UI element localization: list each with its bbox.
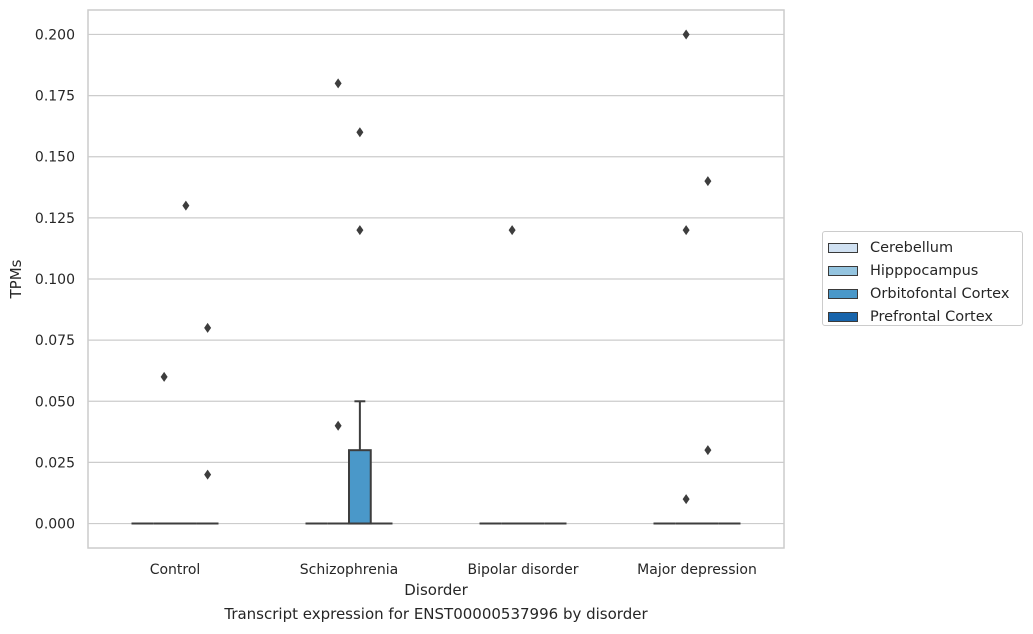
legend-swatch	[828, 242, 858, 253]
y-tick-label: 0.025	[35, 455, 75, 471]
outlier-point	[704, 445, 712, 456]
outlier-point	[182, 200, 190, 211]
y-tick-label: 0.000	[35, 517, 75, 533]
x-tick-labels: Control Schizophrenia Bipolar disorder Majo…	[150, 562, 757, 578]
outlier-point	[334, 420, 342, 431]
chart-legend: Cerebellum Hipppocampus Orbitofontal Corte…	[822, 231, 1023, 326]
plot-area-frame	[87, 9, 785, 549]
legend-swatch	[828, 265, 858, 276]
legend-swatch	[828, 311, 858, 322]
y-tick-label: 0.125	[35, 211, 75, 227]
legend-item: Cerebellum	[828, 236, 1022, 259]
legend-label: Cerebellum	[870, 239, 954, 256]
legend-swatch	[828, 288, 858, 299]
outlier-point	[160, 371, 168, 382]
box	[348, 449, 372, 525]
outlier-point	[204, 469, 212, 480]
outlier-point	[356, 225, 364, 236]
y-tick-label: 0.050	[35, 394, 75, 410]
chart-caption: Transcript expression for ENST0000053799…	[224, 605, 648, 623]
y-tick-labels: 0.000 0.025 0.050 0.075 0.100 0.125 0.150 0.175…	[35, 27, 75, 532]
y-tick-label: 0.150	[35, 150, 75, 166]
outlier-point	[682, 494, 690, 505]
legend-item: Hipppocampus	[828, 259, 1022, 282]
x-tick-label: Control	[150, 562, 201, 578]
y-tick-label: 0.075	[35, 333, 75, 349]
legend-item: Orbitofontal Cortex	[828, 282, 1022, 305]
outlier-point	[682, 225, 690, 236]
x-tick-label: Major depression	[637, 562, 757, 578]
x-tick-label: Schizophrenia	[300, 562, 398, 578]
outlier-point	[334, 78, 342, 89]
outlier-point	[356, 127, 364, 138]
legend-item: Prefrontal Cortex	[828, 305, 1022, 328]
legend-label: Hipppocampus	[870, 262, 979, 279]
legend-label: Prefrontal Cortex	[870, 308, 993, 325]
y-axis-title: TPMs	[7, 259, 25, 299]
legend-label: Orbitofontal Cortex	[870, 285, 1010, 302]
outlier-point	[204, 322, 212, 333]
y-tick-label: 0.200	[35, 27, 75, 43]
x-axis-title: Disorder	[404, 581, 468, 599]
x-tick-label: Bipolar disorder	[467, 562, 578, 578]
outlier-point	[682, 29, 690, 40]
box-plot-marks	[131, 29, 741, 525]
y-tick-label: 0.100	[35, 272, 75, 288]
y-gridlines	[88, 33, 784, 525]
outlier-point	[704, 176, 712, 187]
outlier-point	[508, 225, 516, 236]
y-tick-label: 0.175	[35, 89, 75, 105]
